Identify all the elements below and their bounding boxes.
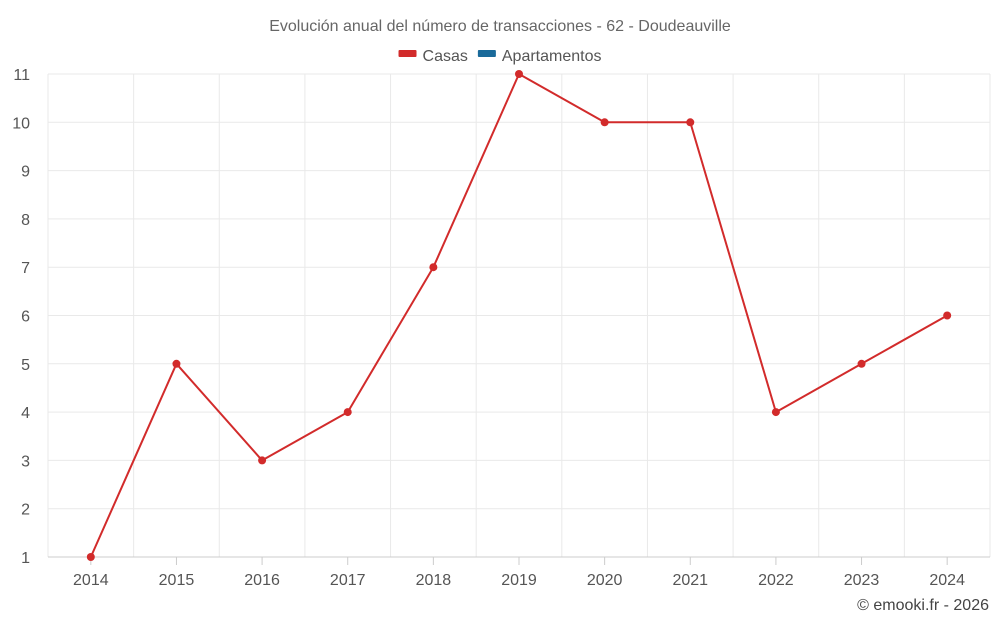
x-tick-label: 2022: [758, 572, 794, 589]
data-point-2021[interactable]: [686, 118, 695, 127]
y-tick-label: 4: [21, 405, 30, 422]
data-point-2018[interactable]: [429, 263, 438, 272]
data-point-2024[interactable]: [943, 311, 952, 320]
y-tick-label: 9: [21, 164, 30, 181]
x-tick-label: 2016: [244, 572, 280, 589]
x-tick-label: 2018: [416, 572, 452, 589]
x-tick-label: 2023: [844, 572, 880, 589]
chart-title: Evolución anual del número de transaccio…: [269, 18, 731, 35]
x-tick-label: 2017: [330, 572, 366, 589]
y-tick-label: 5: [21, 357, 30, 374]
x-tick-label: 2019: [501, 572, 537, 589]
credit-text: © emooki.fr - 2026: [857, 597, 989, 614]
x-tick-label: 2015: [159, 572, 195, 589]
grid: [47, 73, 991, 558]
legend-item-casas[interactable]: Casas: [398, 48, 468, 65]
y-tick-label: 11: [13, 67, 30, 84]
legend-swatch: [477, 50, 496, 57]
legend-label: Casas: [423, 48, 468, 65]
data-point-2023[interactable]: [857, 359, 866, 368]
y-tick-label: 6: [21, 309, 30, 326]
axes: 1 2 3 4 5 6 7 8 9 10 11 2014 2015 2016 2017 2018 2019 202…: [12, 67, 990, 589]
y-tick-label: 3: [21, 453, 30, 470]
data-point-2017[interactable]: [343, 408, 352, 417]
data-point-2019[interactable]: [515, 70, 523, 78]
series-layer: [86, 70, 952, 561]
x-tick-label: 2024: [929, 572, 965, 589]
x-tick-label: 2014: [73, 572, 109, 589]
data-point-2022[interactable]: [771, 408, 780, 417]
data-point-2016[interactable]: [258, 456, 267, 465]
x-tick-label: 2021: [672, 572, 708, 589]
y-tick-label: 7: [21, 260, 30, 277]
x-tick-label: 2020: [587, 572, 623, 589]
legend-item-apartamentos[interactable]: Apartamentos: [477, 48, 602, 65]
data-point-2020[interactable]: [600, 118, 609, 127]
legend: Casas Apartamentos: [398, 48, 602, 65]
legend-label: Apartamentos: [502, 48, 602, 65]
y-tick-label: 8: [21, 212, 30, 229]
y-tick-label: 1: [21, 550, 30, 567]
data-point-2014[interactable]: [86, 553, 95, 561]
y-tick-label: 2: [21, 502, 30, 519]
y-tick-label: 10: [12, 115, 30, 132]
legend-swatch: [398, 50, 417, 57]
data-point-2015[interactable]: [172, 359, 181, 368]
